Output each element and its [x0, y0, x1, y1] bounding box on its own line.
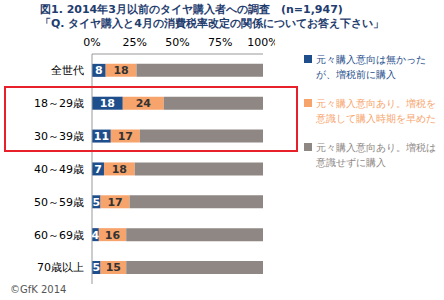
svg-text:50～59歳: 50～59歳 — [34, 196, 84, 209]
svg-text:24: 24 — [136, 97, 152, 110]
svg-text:60～69歳: 60～69歳 — [34, 229, 84, 242]
svg-text:18: 18 — [100, 97, 115, 110]
html-text:元々購入意向あり。増税を意識して購入時期を早めた: 元々購入意向あり。増税を意識して購入時期を早めた — [316, 98, 436, 124]
svg-text:18: 18 — [112, 163, 127, 176]
svg-text:40～49歳: 40～49歳 — [34, 163, 84, 176]
html-text:元々購入意向は無かったが、増税前に購入: 元々購入意向は無かったが、増税前に購入 — [316, 54, 426, 80]
svg-text:18: 18 — [113, 64, 128, 77]
svg-text:5: 5 — [92, 261, 100, 274]
svg-text:70歳以上: 70歳以上 — [37, 261, 84, 274]
svg-text:全世代: 全世代 — [51, 64, 84, 77]
svg-text:0%: 0% — [83, 36, 100, 49]
svg-text:75%: 75% — [208, 36, 232, 49]
svg-text:18～29歳: 18～29歳 — [34, 97, 84, 110]
html-text:「Q. タイヤ購入と4月の消費税率改定の関係についてお答え下: 「Q. タイヤ購入と4月の消費税率改定の関係についてお答え下さい」 — [40, 17, 384, 30]
svg-text:4: 4 — [92, 229, 100, 242]
html-text:図1. 2014年3月以前のタイヤ購入者への調査 (n=1,: 図1. 2014年3月以前のタイヤ購入者への調査 (n=1,947) — [40, 3, 343, 16]
svg-text:17: 17 — [107, 196, 122, 209]
html-text:元々購入意向あり。増税は意識せずに購入: 元々購入意向あり。増税は意識せずに購入 — [316, 142, 436, 168]
svg-text:30～39歳: 30～39歳 — [34, 130, 84, 143]
svg-text:100%: 100% — [247, 36, 275, 49]
svg-text:16: 16 — [105, 229, 121, 242]
svg-text:50%: 50% — [165, 36, 189, 49]
svg-text:15: 15 — [106, 261, 121, 274]
svg-text:7: 7 — [94, 163, 102, 176]
svg-text:5: 5 — [92, 196, 100, 209]
svg-text:8: 8 — [95, 64, 103, 77]
html-text:©GfK 2014: ©GfK 2014 — [10, 284, 67, 295]
svg-text:25%: 25% — [123, 36, 147, 49]
svg-text:17: 17 — [118, 130, 133, 143]
svg-text:11: 11 — [94, 130, 109, 143]
